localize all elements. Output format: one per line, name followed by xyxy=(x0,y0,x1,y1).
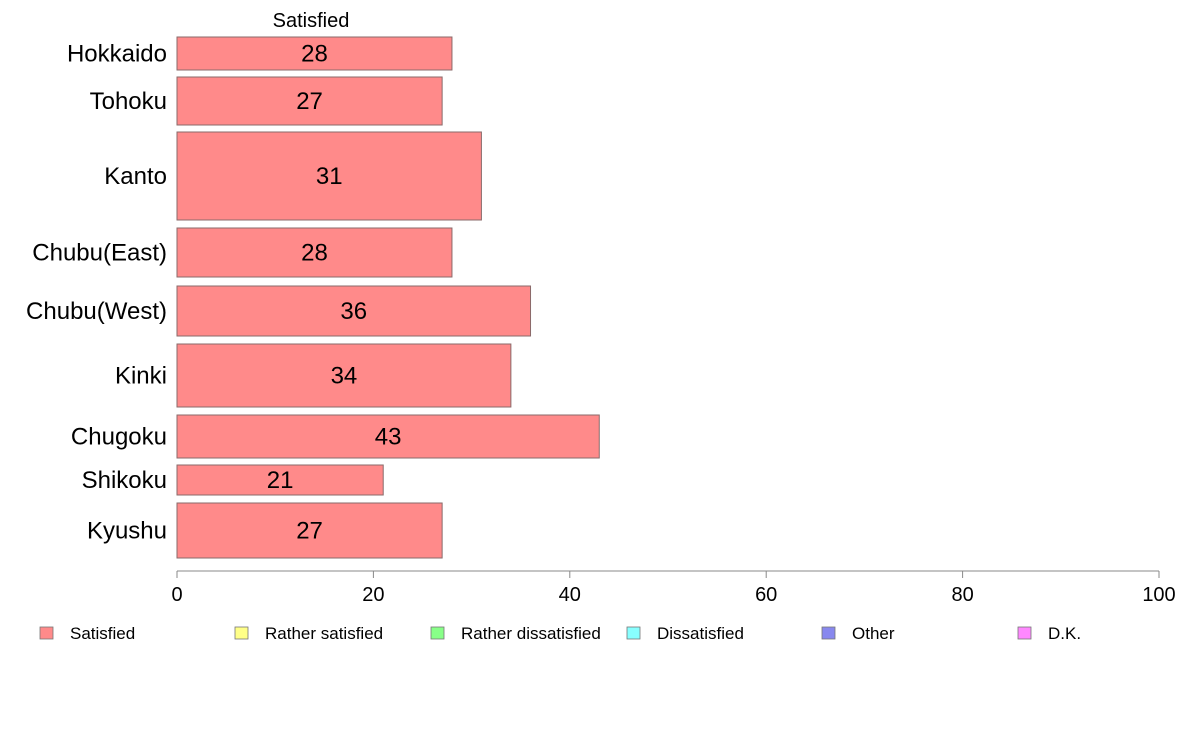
category-label: Kyushu xyxy=(87,518,167,545)
bar xyxy=(176,464,384,496)
bar-value-label: 28 xyxy=(301,240,328,267)
x-tick-label: 100 xyxy=(1142,584,1175,606)
category-label: Chubu(East) xyxy=(32,240,167,267)
legend-swatch xyxy=(626,626,641,640)
x-tick-label: 60 xyxy=(755,584,777,606)
x-tick-label: 40 xyxy=(559,584,581,606)
x-tick-label: 0 xyxy=(171,584,182,606)
legend: Satisfied Rather satisfied Rather dissatis… xyxy=(39,624,1081,643)
legend-swatch xyxy=(1017,626,1032,640)
x-axis: 0 20 40 60 80 100 xyxy=(171,570,1176,606)
bar-value-label: 36 xyxy=(340,298,367,325)
category-label: Chubu(West) xyxy=(26,298,167,325)
bar xyxy=(176,502,443,559)
x-tick-label: 80 xyxy=(951,584,973,606)
bar-value-label: 21 xyxy=(267,467,294,494)
bar-value-label: 31 xyxy=(316,163,343,190)
legend-label: Rather dissatisfied xyxy=(461,624,601,643)
bar-value-label: 28 xyxy=(301,41,328,68)
bar xyxy=(176,343,512,408)
bar xyxy=(176,76,443,126)
legend-label: D.K. xyxy=(1048,624,1081,643)
legend-label: Satisfied xyxy=(70,624,135,643)
category-label: Chugoku xyxy=(71,424,167,451)
bar-value-label: 27 xyxy=(296,88,323,115)
bars-layer: Hokkaido 28 Tohoku 27 Kanto 31 Chubu(East) 28 Ch… xyxy=(26,36,600,559)
column-heading: Satisfied xyxy=(273,10,350,32)
legend-label: Other xyxy=(852,624,895,643)
category-label: Kanto xyxy=(104,163,167,190)
bar-value-label: 43 xyxy=(375,424,402,451)
legend-label: Rather satisfied xyxy=(265,624,383,643)
category-label: Hokkaido xyxy=(67,41,167,68)
legend-swatch xyxy=(234,626,249,640)
bar xyxy=(176,36,453,71)
category-label: Kinki xyxy=(115,363,167,390)
bar-value-label: 27 xyxy=(296,518,323,545)
legend-swatch xyxy=(39,626,54,640)
legend-swatch xyxy=(430,626,445,640)
bar xyxy=(176,227,453,278)
bar xyxy=(176,285,532,337)
legend-swatch xyxy=(821,626,836,640)
legend-label: Dissatisfied xyxy=(657,624,744,643)
x-tick-label: 20 xyxy=(362,584,384,606)
category-label: Shikoku xyxy=(82,467,167,494)
category-label: Tohoku xyxy=(90,88,167,115)
bar-value-label: 34 xyxy=(331,363,358,390)
bar xyxy=(176,131,482,221)
bar xyxy=(176,414,600,459)
